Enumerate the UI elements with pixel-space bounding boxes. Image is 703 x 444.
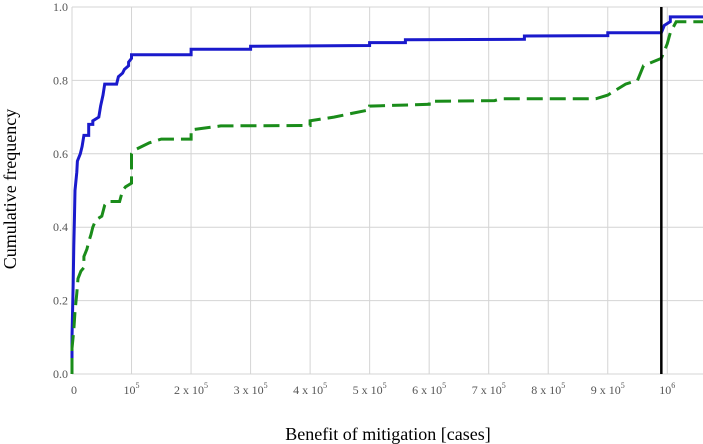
x-tick-label: 6 x 105 [412, 381, 446, 397]
x-tick-label: 0 [71, 383, 77, 397]
x-tick-label: 9 x 105 [591, 381, 625, 397]
y-tick-label: 0.0 [53, 367, 68, 381]
x-tick-label: 8 x 105 [531, 381, 565, 397]
x-tick-label: 105 [124, 381, 140, 397]
series-lines [70, 15, 703, 374]
x-tick-labels: 0 105 2 x 105 3 x 105 4 x 105 5 x 105 6 x 105 7… [71, 381, 675, 397]
series-2-line [70, 20, 703, 374]
y-tick-label: 0.2 [53, 294, 68, 308]
y-tick-label: 0.4 [53, 220, 68, 234]
x-tick-label: 4 x 105 [293, 381, 327, 397]
x-axis-title: Benefit of mitigation [cases] [285, 424, 490, 444]
x-tick-label: 7 x 105 [472, 381, 506, 397]
y-tick-label: 0.6 [53, 147, 68, 161]
y-tick-label: 0.8 [53, 73, 68, 87]
y-tick-label: 1.0 [53, 0, 68, 14]
y-tick-labels: 0.0 0.2 0.4 0.6 0.8 1.0 [53, 0, 68, 381]
x-tick-label: 2 x 105 [174, 381, 208, 397]
x-tick-label: 5 x 105 [353, 381, 387, 397]
y-axis-title: Cumulative frequency [0, 109, 20, 269]
grid-lines [71, 6, 703, 375]
x-tick-label: 106 [659, 381, 675, 397]
series-1-line [70, 15, 703, 374]
x-tick-label: 3 x 105 [234, 381, 268, 397]
